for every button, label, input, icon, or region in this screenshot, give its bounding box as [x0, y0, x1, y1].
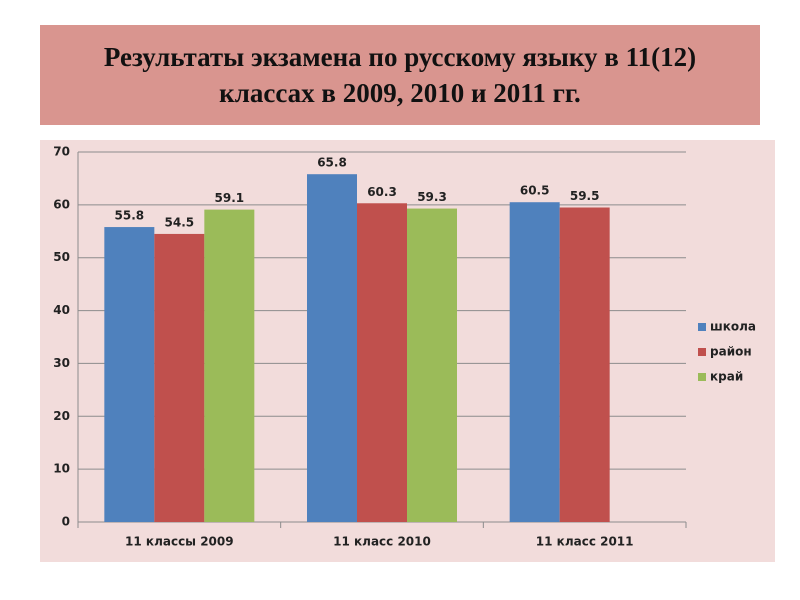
x-tick-label: 11 класс 2011	[536, 535, 634, 549]
chart-title: Результаты экзамена по русскому языку в …	[40, 25, 760, 125]
legend-swatch	[698, 323, 706, 331]
bar	[559, 207, 610, 522]
value-label: 55.8	[115, 209, 145, 223]
bar	[104, 227, 155, 523]
y-tick-label: 0	[62, 515, 70, 529]
value-label: 59.3	[417, 190, 447, 204]
y-tick-label: 40	[53, 303, 70, 317]
y-tick-label: 70	[53, 145, 70, 159]
y-tick-label: 60	[53, 197, 70, 211]
value-label: 59.1	[215, 191, 245, 205]
value-label: 60.5	[520, 184, 550, 198]
value-label: 60.3	[367, 185, 397, 199]
value-label: 59.5	[570, 189, 600, 203]
value-label: 65.8	[317, 156, 347, 170]
legend-label: школа	[710, 320, 756, 334]
legend-swatch	[698, 373, 706, 381]
y-tick-label: 20	[53, 409, 70, 423]
value-label: 54.5	[165, 215, 195, 229]
x-tick-label: 11 классы 2009	[125, 535, 234, 549]
legend-label: район	[710, 345, 752, 359]
bar	[407, 208, 457, 523]
legend-label: край	[710, 370, 743, 384]
bar	[307, 174, 357, 522]
y-tick-label: 50	[53, 250, 70, 264]
bar	[509, 202, 560, 522]
bar	[357, 203, 407, 522]
bar	[204, 209, 255, 522]
y-tick-label: 30	[53, 356, 70, 370]
y-tick-label: 10	[53, 462, 70, 476]
legend-swatch	[698, 348, 706, 356]
bar	[154, 233, 205, 522]
x-tick-label: 11 класс 2010	[333, 535, 431, 549]
